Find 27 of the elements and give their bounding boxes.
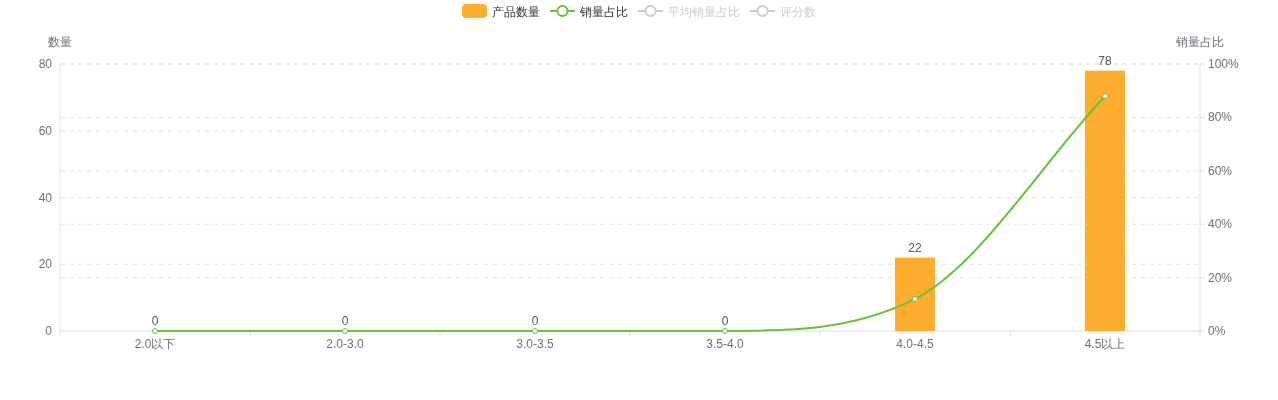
data-label: 0 <box>341 314 349 328</box>
data-label: 0 <box>721 314 729 328</box>
y-tick-label: 0 <box>45 324 52 338</box>
y-tick-label: 60 <box>38 123 52 138</box>
legend-label: 销量占比 <box>580 5 628 19</box>
data-label: 0 <box>151 314 159 328</box>
y2label: 销量占比 <box>1176 35 1224 49</box>
y-tick-label: 80 <box>38 57 52 71</box>
data-label: 0 <box>531 314 539 328</box>
x-tick-label: 4.0-4.5 <box>896 337 934 351</box>
y2-tick-label: 40% <box>1208 217 1233 232</box>
y2-tick-label: 20% <box>1208 270 1233 285</box>
legend-label: 产品数量 <box>492 5 540 19</box>
y-tick-label: 20 <box>38 257 52 272</box>
y2-tick-label: 60% <box>1208 163 1233 178</box>
x-tick-label: 3.5-4.0 <box>706 337 744 351</box>
x-tick-label: 4.5以上 <box>1084 337 1126 351</box>
x-tick-label: 2.0以下 <box>134 337 176 351</box>
ylabel: 数量 <box>48 35 72 49</box>
data-label: 78 <box>1098 53 1112 68</box>
y2-tick-label: 80% <box>1208 110 1233 125</box>
y2-tick-label: 0% <box>1208 324 1226 338</box>
x-tick-label: 3.0-3.5 <box>516 337 554 351</box>
x-tick-label: 2.0-3.0 <box>326 337 364 351</box>
y-tick-label: 40 <box>38 190 52 205</box>
y2-tick-label: 100% <box>1208 57 1239 71</box>
data-label: 22 <box>908 240 922 255</box>
